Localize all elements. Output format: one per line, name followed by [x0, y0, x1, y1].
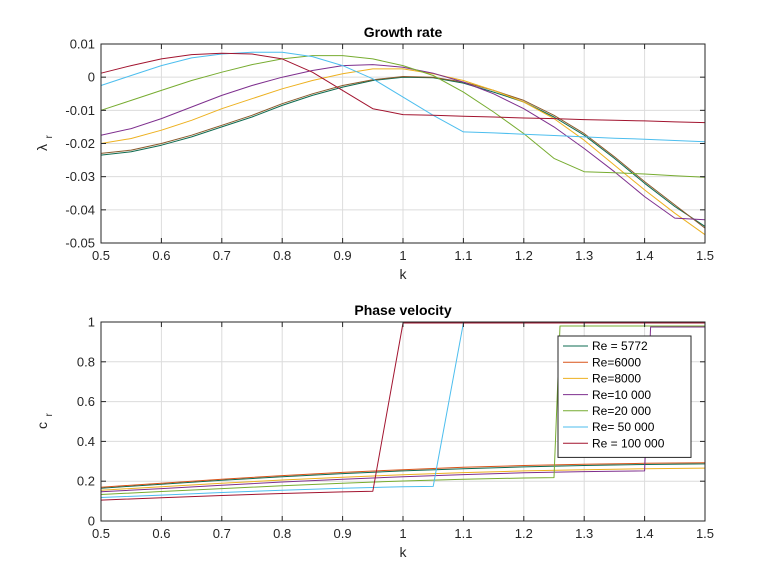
x-tick-label: 1.1	[454, 526, 472, 541]
x-tick-label: 0.6	[152, 248, 170, 263]
legend-box	[557, 335, 692, 458]
x-tick-label: 0.7	[213, 526, 231, 541]
series-line-6	[100, 322, 705, 501]
y-tick-label: 1	[88, 315, 95, 330]
x-tick-label: 1.2	[515, 526, 533, 541]
x-tick-label: 1.3	[575, 248, 593, 263]
x-tick-label: 0.7	[213, 248, 231, 263]
x-tick-label: 0.9	[334, 526, 352, 541]
series-line-5	[100, 51, 706, 143]
x-tick-label: 0.8	[273, 526, 291, 541]
y-tick-label: 0.4	[77, 434, 95, 449]
y-tick-label: -0.04	[65, 202, 95, 217]
x-tick-label: 0.5	[92, 526, 110, 541]
x-axis-label: k	[400, 544, 408, 560]
y-axis-label-main: λ	[34, 144, 50, 151]
x-tick-label: 1.3	[575, 526, 593, 541]
x-tick-label: 1.5	[696, 526, 714, 541]
phase-velocity-plot: 0.5 0.6 0.7 0.8 0.9 1 1.1 1.2 1.3 1.4 1.5 1 0.8 0.6 0.…	[34, 302, 714, 560]
legend-label-6: Re = 100 000	[592, 436, 665, 450]
y-tick-label: 0	[88, 514, 95, 529]
series-line-1	[100, 462, 706, 488]
x-tick-label: 1.2	[515, 248, 533, 263]
y-tick-label: -0.01	[65, 103, 95, 118]
y-tick-label: 0.01	[70, 37, 95, 52]
legend-label-4: Re=20 000	[592, 404, 651, 418]
y-tick-label: 0.6	[77, 394, 95, 409]
y-tick-label: 0.8	[77, 354, 95, 369]
y-axis-label-subscript: r	[44, 413, 55, 417]
y-axis-label-subscript: r	[44, 135, 55, 139]
x-tick-label: 1.4	[636, 248, 654, 263]
growth-rate-plot: 0.5 0.6 0.7 0.8 0.9 1 1.1 1.2 1.3 1.4 1.5 0.01 0 -0.0…	[34, 24, 714, 282]
y-axis-label: λr	[34, 135, 55, 152]
y-tick-label: 0	[88, 70, 95, 85]
series-line-3	[100, 64, 706, 221]
x-tick-label: 0.9	[334, 248, 352, 263]
legend-label-0: Re = 5772	[592, 339, 648, 353]
series-line-0	[100, 76, 706, 227]
chart-title: Phase velocity	[354, 302, 451, 318]
y-tick-label: 0.2	[77, 474, 95, 489]
series-line-1	[100, 76, 706, 229]
legend-label-3: Re=10 000	[592, 388, 651, 402]
series-line-6	[100, 52, 706, 124]
legend-label-5: Re= 50 000	[592, 420, 655, 434]
series-line-2	[100, 467, 706, 491]
x-tick-label: 0.5	[92, 248, 110, 263]
series-line-4	[100, 55, 706, 178]
x-tick-label: 1.4	[636, 526, 654, 541]
x-tick-label: 1	[399, 526, 406, 541]
chart-title: Growth rate	[364, 24, 443, 40]
y-axis-label-main: c	[34, 422, 50, 429]
x-tick-label: 1.5	[696, 248, 714, 263]
series-line-2	[100, 68, 706, 236]
series-line-0	[100, 463, 706, 489]
legend-label-2: Re=8000	[592, 372, 641, 386]
x-axis-label: k	[400, 266, 408, 282]
y-tick-label: -0.02	[65, 136, 95, 151]
y-tick-label: -0.05	[65, 236, 95, 251]
y-axis-label: cr	[34, 413, 55, 430]
x-tick-label: 1.1	[454, 248, 472, 263]
y-tick-label: -0.03	[65, 169, 95, 184]
x-tick-label: 0.6	[152, 526, 170, 541]
x-tick-label: 1	[399, 248, 406, 263]
legend-label-1: Re=6000	[592, 355, 641, 369]
x-tick-label: 0.8	[273, 248, 291, 263]
